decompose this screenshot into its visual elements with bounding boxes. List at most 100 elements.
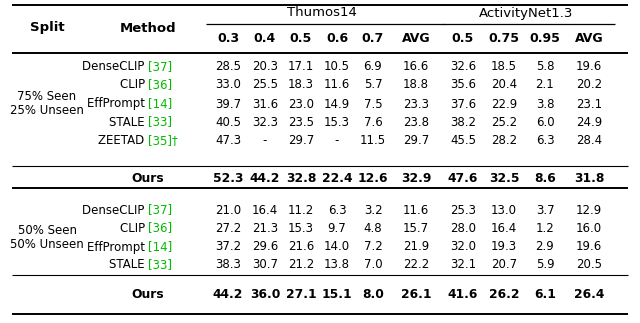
Text: 5.9: 5.9 [536,258,554,272]
Text: 50% Seen: 50% Seen [17,224,77,237]
Text: 16.0: 16.0 [576,222,602,234]
Text: 26.1: 26.1 [401,288,431,301]
Text: 3.7: 3.7 [536,203,554,216]
Text: 25.5: 25.5 [252,78,278,91]
Text: 38.2: 38.2 [450,116,476,129]
Text: 3.8: 3.8 [536,98,554,110]
Text: 14.9: 14.9 [324,98,350,110]
Text: 4.8: 4.8 [364,222,382,234]
Text: 32.0: 32.0 [450,241,476,254]
Text: [35]†: [35]† [148,134,178,148]
Text: 2.9: 2.9 [536,241,554,254]
Text: 16.4: 16.4 [491,222,517,234]
Text: 47.3: 47.3 [215,134,241,148]
Text: 25.2: 25.2 [491,116,517,129]
Text: [14]: [14] [148,241,172,254]
Text: DenseCLIP: DenseCLIP [83,203,147,216]
Text: 24.9: 24.9 [576,116,602,129]
Text: 20.2: 20.2 [576,78,602,91]
Text: 37.2: 37.2 [215,241,241,254]
Text: 6.3: 6.3 [328,203,346,216]
Text: 12.9: 12.9 [576,203,602,216]
Text: 21.2: 21.2 [288,258,314,272]
Text: 28.5: 28.5 [215,60,241,74]
Text: 18.8: 18.8 [403,78,429,91]
Text: 6.0: 6.0 [536,116,554,129]
Text: [33]: [33] [148,116,172,129]
Text: AVG: AVG [402,33,430,46]
Text: 0.4: 0.4 [254,33,276,46]
Text: 0.95: 0.95 [529,33,561,46]
Text: 37.6: 37.6 [450,98,476,110]
Text: 10.5: 10.5 [324,60,350,74]
Text: 47.6: 47.6 [448,172,478,184]
Text: 8.6: 8.6 [534,172,556,184]
Text: 38.3: 38.3 [215,258,241,272]
Text: 32.3: 32.3 [252,116,278,129]
Text: ZEETAD: ZEETAD [99,134,147,148]
Text: 19.6: 19.6 [576,60,602,74]
Text: [36]: [36] [148,78,172,91]
Text: STALE: STALE [109,116,147,129]
Text: 18.3: 18.3 [288,78,314,91]
Text: 11.5: 11.5 [360,134,386,148]
Text: 21.9: 21.9 [403,241,429,254]
Text: 27.2: 27.2 [215,222,241,234]
Text: [37]: [37] [148,203,172,216]
Text: 32.1: 32.1 [450,258,476,272]
Text: 20.5: 20.5 [576,258,602,272]
Text: CLIP: CLIP [120,78,147,91]
Text: [37]: [37] [148,60,172,74]
Text: 20.7: 20.7 [491,258,517,272]
Text: 11.6: 11.6 [324,78,350,91]
Text: 23.8: 23.8 [403,116,429,129]
Text: 23.0: 23.0 [288,98,314,110]
Text: -: - [263,134,267,148]
Text: 11.2: 11.2 [288,203,314,216]
Text: 9.7: 9.7 [328,222,346,234]
Text: 14.0: 14.0 [324,241,350,254]
Text: 7.5: 7.5 [364,98,382,110]
Text: CLIP: CLIP [120,222,147,234]
Text: 52.3: 52.3 [212,172,243,184]
Text: EffPrompt: EffPrompt [86,98,147,110]
Text: 23.3: 23.3 [403,98,429,110]
Text: 15.3: 15.3 [288,222,314,234]
Text: 0.6: 0.6 [326,33,348,46]
Text: 13.0: 13.0 [491,203,517,216]
Text: 22.9: 22.9 [491,98,517,110]
Text: 11.6: 11.6 [403,203,429,216]
Text: 18.5: 18.5 [491,60,517,74]
Text: 15.3: 15.3 [324,116,350,129]
Text: 30.7: 30.7 [252,258,278,272]
Text: 28.2: 28.2 [491,134,517,148]
Text: 7.6: 7.6 [364,116,382,129]
Text: 7.2: 7.2 [364,241,382,254]
Text: 13.8: 13.8 [324,258,350,272]
Text: 41.6: 41.6 [448,288,478,301]
Text: 2.1: 2.1 [536,78,554,91]
Text: 5.8: 5.8 [536,60,554,74]
Text: 19.3: 19.3 [491,241,517,254]
Text: 6.9: 6.9 [364,60,382,74]
Text: 29.7: 29.7 [403,134,429,148]
Text: 12.6: 12.6 [358,172,388,184]
Text: Method: Method [120,22,176,35]
Text: 29.7: 29.7 [288,134,314,148]
Text: 17.1: 17.1 [288,60,314,74]
Text: 33.0: 33.0 [215,78,241,91]
Text: 0.5: 0.5 [452,33,474,46]
Text: 28.0: 28.0 [450,222,476,234]
Text: 20.3: 20.3 [252,60,278,74]
Text: 1.2: 1.2 [536,222,554,234]
Text: 21.6: 21.6 [288,241,314,254]
Text: EffPrompt: EffPrompt [86,241,147,254]
Text: STALE: STALE [109,258,147,272]
Text: 21.3: 21.3 [252,222,278,234]
Text: 23.1: 23.1 [576,98,602,110]
Text: 25% Unseen: 25% Unseen [10,105,84,118]
Text: 16.6: 16.6 [403,60,429,74]
Text: 0.3: 0.3 [217,33,239,46]
Text: 36.0: 36.0 [250,288,280,301]
Text: [36]: [36] [148,222,172,234]
